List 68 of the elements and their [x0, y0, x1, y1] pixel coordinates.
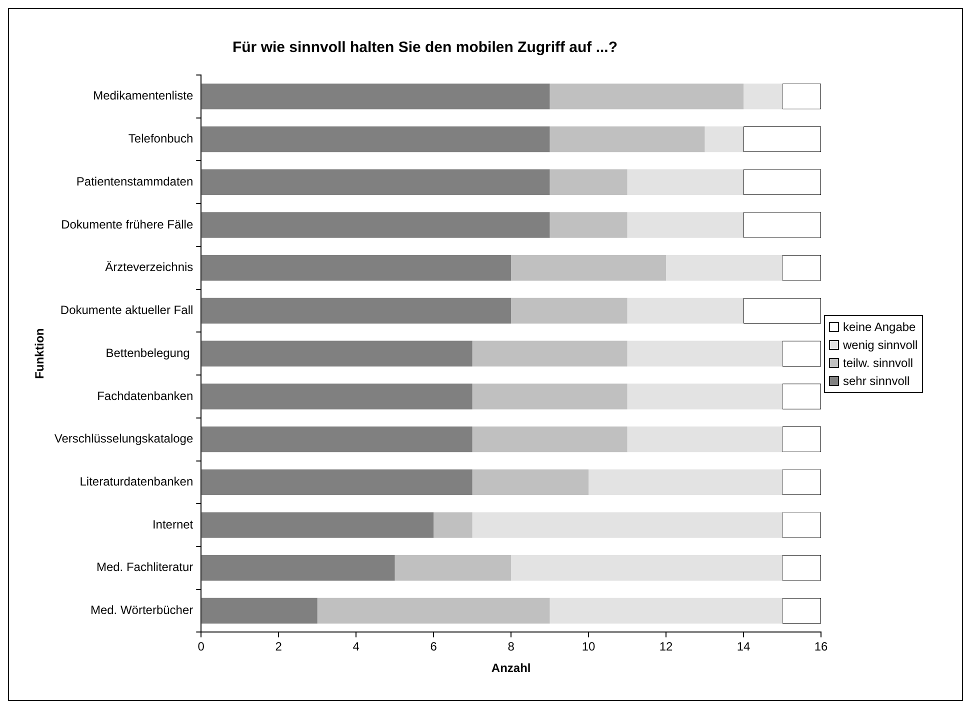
x-tick-label: 14	[736, 640, 751, 654]
bar	[550, 598, 782, 624]
bar	[202, 255, 512, 281]
y-axis-title: Funktion	[32, 328, 47, 379]
legend-label: sehr sinnvoll	[843, 374, 910, 388]
bar	[472, 469, 589, 496]
bar	[627, 384, 782, 410]
y-tick-label: Verschlüsselungskataloge	[54, 432, 194, 446]
bar	[627, 212, 744, 238]
bar	[627, 340, 782, 366]
bar	[627, 298, 744, 324]
series-label: keine Angabe	[843, 320, 916, 334]
x-tick-label: 16	[814, 640, 828, 654]
y-tick-label: Med. Fachliteratur	[96, 560, 194, 574]
y-tick-label: Patientenstammdaten	[76, 174, 194, 188]
y-tick-label: Dokumente frühere Fälle	[61, 217, 194, 232]
bar	[394, 555, 512, 581]
bar	[666, 255, 782, 281]
x-tick-label: 0	[198, 640, 205, 654]
y-tick-label: Ärzteverzeichnis	[105, 260, 194, 274]
bar	[627, 169, 744, 196]
bar	[472, 426, 628, 452]
bar	[511, 255, 666, 281]
bar	[202, 126, 550, 152]
y-tick-label: Telefonbuch	[128, 132, 194, 146]
y-tick-label: Literaturdatenbanken	[80, 474, 194, 488]
bar	[202, 169, 550, 196]
x-axis-title: Anzahl	[491, 661, 531, 676]
x-tick-label: 8	[508, 640, 515, 654]
bar	[744, 84, 782, 110]
bar	[434, 512, 472, 538]
y-tick-label: Med. Wörterbücher	[90, 603, 194, 618]
bar	[472, 340, 628, 366]
bar	[202, 555, 395, 581]
chart-title: Für wie sinnvoll halten Sie den mobilen Zugriff auf ...?	[232, 39, 618, 56]
bar	[202, 340, 472, 366]
bar	[202, 512, 434, 538]
x-tick-label: 10	[582, 640, 596, 654]
bar	[202, 469, 472, 496]
bar	[511, 298, 628, 324]
bar	[550, 169, 628, 196]
bar	[202, 298, 512, 324]
bar	[317, 598, 550, 624]
x-tick-label: 12	[659, 640, 674, 654]
y-tick-label: Fachdatenbanken	[97, 388, 194, 403]
bar	[588, 469, 782, 496]
x-tick-label: 2	[275, 640, 282, 654]
bar	[202, 84, 550, 110]
bar	[550, 212, 628, 238]
x-tick-label: 4	[352, 640, 360, 654]
legend-label: wenig sinnvoll	[843, 338, 918, 352]
y-tick-label: Dokumente aktueller Fall	[60, 303, 194, 318]
y-tick-label: Internet	[152, 517, 194, 532]
y-tick-label: Medikamentenliste	[93, 88, 194, 103]
bar	[202, 598, 318, 624]
x-tick-label: 6	[430, 640, 438, 654]
bar	[550, 84, 744, 110]
bar	[627, 426, 782, 452]
bar	[202, 384, 472, 410]
bar	[472, 384, 628, 410]
y-tick-label: Bettenbelegung	[106, 346, 194, 360]
bar	[202, 212, 550, 238]
bar	[511, 555, 782, 581]
bar	[550, 126, 705, 152]
legend-label: teilw. sinnvoll	[843, 356, 914, 370]
bar	[202, 426, 472, 452]
bar	[704, 126, 744, 152]
bar	[472, 512, 782, 538]
